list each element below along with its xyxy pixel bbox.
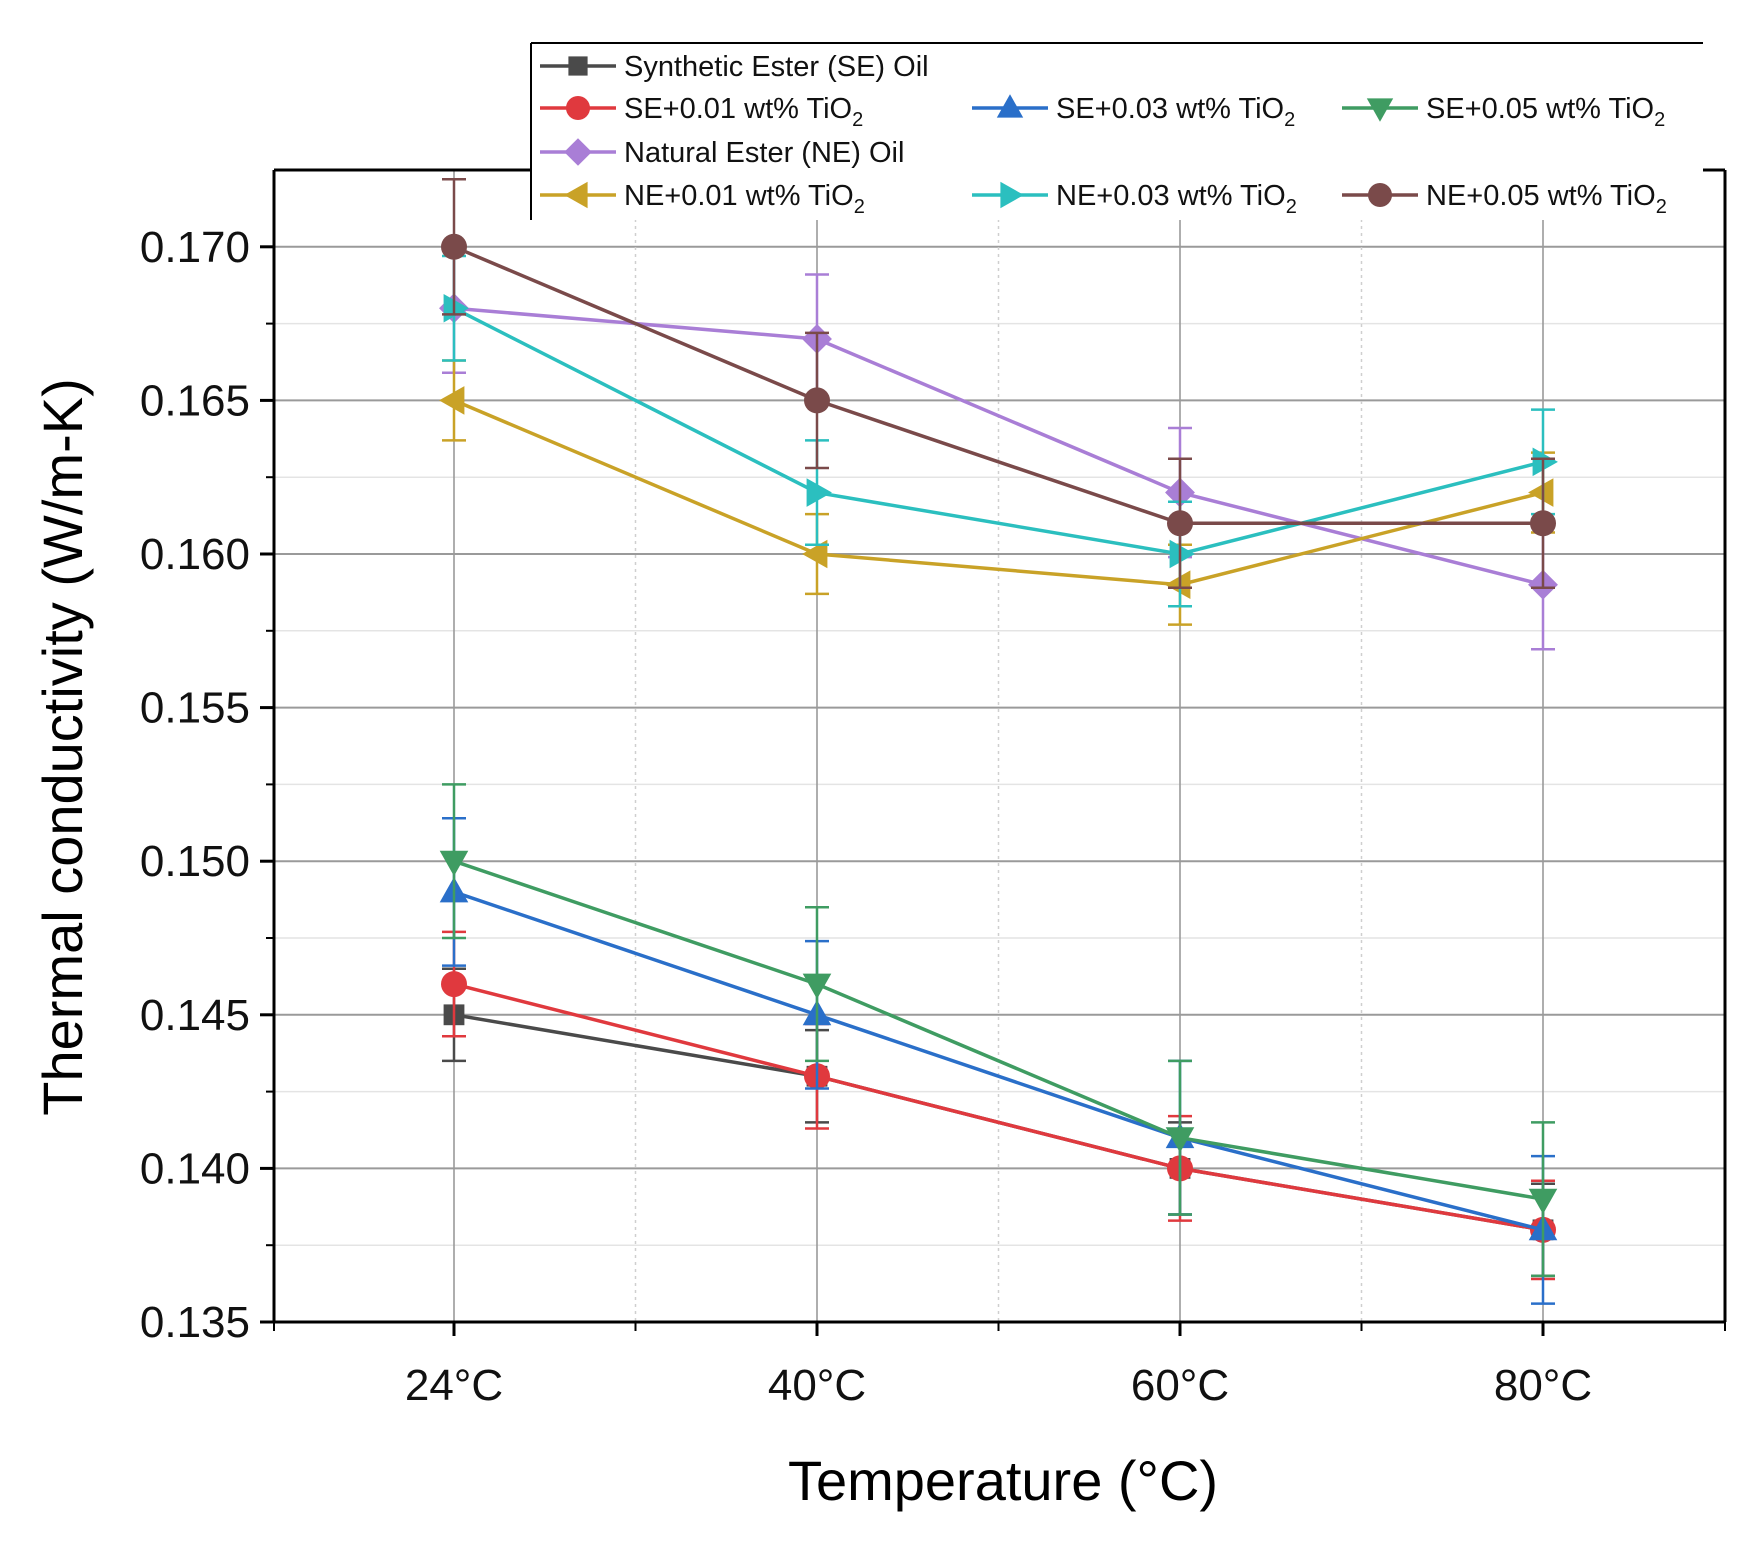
data-point bbox=[441, 971, 467, 998]
series-line bbox=[453, 859, 1544, 1201]
data-point bbox=[802, 973, 832, 1000]
series-line bbox=[453, 398, 1544, 587]
legend-entry-2: SE+0.03 wt% TiO2 bbox=[972, 93, 1295, 131]
y-tick-label: 0.140 bbox=[140, 1144, 250, 1193]
x-axis-title: Temperature (°C) bbox=[788, 1449, 1218, 1512]
legend-marker bbox=[566, 96, 590, 120]
legend-entry-1: SE+0.01 wt% TiO2 bbox=[540, 93, 863, 131]
legend-label-subscript: 2 bbox=[1286, 196, 1297, 218]
y-tick-label: 0.145 bbox=[140, 991, 250, 1040]
legend-label: NE+0.05 wt% TiO2 bbox=[1426, 180, 1667, 218]
data-point bbox=[802, 539, 828, 569]
y-tick-label: 0.155 bbox=[140, 684, 250, 733]
series-3 bbox=[439, 783, 1558, 1278]
series-line bbox=[453, 306, 1544, 556]
axes-layer: 0.135 0.140 0.145 0.150 0.155 0.160 0.165 0.170… bbox=[140, 168, 1727, 1410]
legend: Synthetic Ester (SE) Oil SE+0.01 wt% TiO2… bbox=[530, 42, 1703, 220]
x-tick-label: 80°C bbox=[1494, 1361, 1592, 1410]
legend-marker bbox=[564, 138, 592, 166]
data-point bbox=[1169, 539, 1195, 569]
legend-label: SE+0.03 wt% TiO2 bbox=[1056, 93, 1295, 131]
y-tick-label: 0.165 bbox=[140, 376, 250, 425]
legend-label: NE+0.03 wt% TiO2 bbox=[1056, 180, 1297, 218]
data-point bbox=[1528, 1188, 1558, 1215]
legend-marker bbox=[564, 181, 588, 209]
y-tick-label: 0.170 bbox=[140, 223, 250, 272]
legend-marker bbox=[1000, 181, 1024, 209]
y-tick-label: 0.135 bbox=[140, 1298, 250, 1347]
legend-marker bbox=[996, 94, 1024, 118]
legend-background bbox=[531, 43, 1703, 220]
series-7 bbox=[441, 177, 1556, 590]
legend-label: NE+0.01 wt% TiO2 bbox=[624, 180, 865, 218]
legend-entry-6: NE+0.03 wt% TiO2 bbox=[972, 180, 1297, 218]
legend-label: Synthetic Ester (SE) Oil bbox=[624, 51, 929, 83]
data-point bbox=[1167, 510, 1193, 537]
data-point bbox=[1528, 478, 1554, 507]
series-line bbox=[453, 245, 1543, 526]
legend-label: SE+0.05 wt% TiO2 bbox=[1426, 93, 1665, 131]
legend-label-subscript: 2 bbox=[852, 109, 863, 131]
data-point bbox=[1165, 570, 1191, 600]
legend-marker bbox=[1366, 98, 1394, 122]
legend-entry-0: Synthetic Ester (SE) Oil bbox=[540, 51, 929, 83]
legend-marker bbox=[568, 56, 588, 76]
data-point bbox=[806, 478, 832, 507]
data-point bbox=[439, 386, 465, 415]
legend-label-subscript: 2 bbox=[1654, 109, 1665, 131]
grid-layer bbox=[274, 170, 1725, 1322]
y-axis-title: Thermal conductivity (W/m-K) bbox=[31, 378, 94, 1115]
y-tick-label: 0.150 bbox=[140, 837, 250, 886]
legend-entry-4: Natural Ester (NE) Oil bbox=[540, 137, 904, 169]
series-line bbox=[453, 890, 1544, 1232]
data-point bbox=[804, 387, 830, 414]
legend-marker bbox=[1368, 183, 1392, 207]
y-tick-label: 0.160 bbox=[140, 530, 250, 579]
legend-label: SE+0.01 wt% TiO2 bbox=[624, 93, 863, 131]
data-point bbox=[1530, 510, 1556, 537]
data-point bbox=[1532, 447, 1558, 477]
legend-entry-3: SE+0.05 wt% TiO2 bbox=[1342, 93, 1665, 131]
x-tick-label: 24°C bbox=[405, 1361, 503, 1410]
legend-entry-5: NE+0.01 wt% TiO2 bbox=[540, 180, 865, 218]
x-tick-label: 60°C bbox=[1131, 1361, 1229, 1410]
legend-label-subscript: 2 bbox=[854, 196, 865, 218]
series-line bbox=[453, 982, 1544, 1232]
legend-entry-7: NE+0.05 wt% TiO2 bbox=[1342, 180, 1667, 218]
legend-label-subscript: 2 bbox=[1656, 196, 1667, 218]
data-point bbox=[439, 850, 469, 877]
legend-label-subscript: 2 bbox=[1284, 109, 1295, 131]
x-tick-label: 40°C bbox=[768, 1361, 866, 1410]
data-point bbox=[441, 233, 467, 260]
legend-label: Natural Ester (NE) Oil bbox=[624, 137, 904, 169]
series-layer bbox=[439, 177, 1558, 1305]
data-point bbox=[1165, 1127, 1195, 1153]
